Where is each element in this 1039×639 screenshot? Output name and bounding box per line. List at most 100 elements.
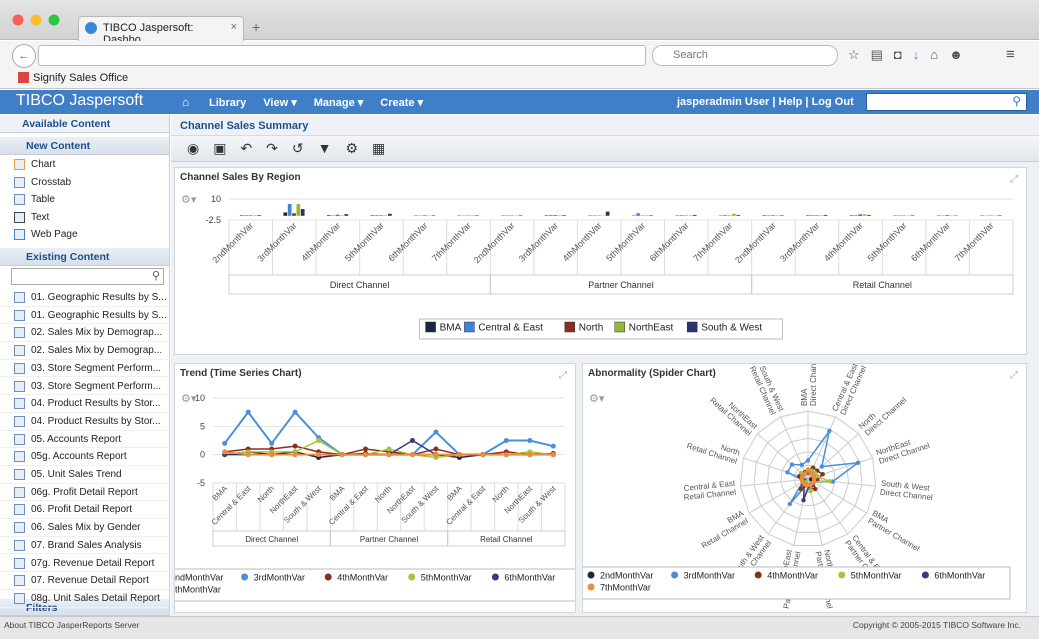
existing-content-item[interactable]: 07g. Revenue Detail Report xyxy=(0,555,168,573)
user-name[interactable]: jasperadmin User xyxy=(677,96,770,108)
existing-content-item[interactable]: 05. Accounts Report xyxy=(0,431,168,449)
dashboard-title-bar: Channel Sales Summary xyxy=(171,115,1039,136)
point xyxy=(480,452,486,458)
legend-box xyxy=(579,566,1011,600)
sidebar-title: Available Content xyxy=(0,115,169,133)
item-label: 02. Sales Mix by Demograp... xyxy=(31,327,163,339)
item-icon xyxy=(14,469,25,480)
bar xyxy=(383,215,388,216)
bar xyxy=(649,215,654,216)
existing-content-item[interactable]: 08g. Unit Sales Detail Report xyxy=(0,590,168,608)
browser-tab[interactable]: TIBCO Jaspersoft: Dashbo... × xyxy=(78,16,244,46)
item-icon xyxy=(14,292,25,303)
existing-content-item[interactable]: 05g. Accounts Report xyxy=(0,448,168,466)
new-content-item[interactable]: Web Page xyxy=(0,226,168,244)
logout-link[interactable]: Log Out xyxy=(811,96,854,108)
help-link[interactable]: Help xyxy=(778,96,803,108)
point xyxy=(316,452,322,458)
x-tick-label: 5thMonthVar xyxy=(343,220,386,263)
window-controls xyxy=(12,14,60,26)
app-header: TIBCO Jaspersoft ⌂ Library View ▾ Manage ▾… xyxy=(0,90,1039,114)
new-tab[interactable]: + xyxy=(252,19,261,35)
axis-label: BMADirect Channel xyxy=(800,364,818,406)
x-tick-label: 5thMonthVar xyxy=(604,220,647,263)
expand-icon[interactable]: ⤢ xyxy=(1010,174,1018,185)
y-tick-label: 5 xyxy=(200,421,205,431)
existing-content-item[interactable]: 06. Sales Mix by Gender xyxy=(0,519,168,537)
legend-label: Central & East xyxy=(478,323,543,334)
bar xyxy=(387,213,392,216)
bar xyxy=(775,215,780,216)
point xyxy=(339,452,345,458)
new-content-item[interactable]: Text xyxy=(0,209,168,227)
new-content-item[interactable]: Chart xyxy=(0,156,168,174)
existing-content-item[interactable]: 04. Product Results by Stor... xyxy=(0,413,168,431)
nav-item[interactable]: View ▾ xyxy=(263,97,297,109)
legend-swatch xyxy=(838,571,846,579)
existing-content-item[interactable]: 01. Geographic Results by S... xyxy=(0,307,168,325)
new-content-header[interactable]: New Content xyxy=(0,137,169,155)
legend-swatch xyxy=(491,573,499,581)
item-icon xyxy=(14,327,25,339)
existing-content-item[interactable]: 07. Revenue Detail Report xyxy=(0,572,168,590)
toolbar-buttons[interactable]: ◉▣↶↷↺▼⚙▦ xyxy=(187,140,400,156)
nav-item[interactable]: Manage ▾ xyxy=(313,97,364,109)
bar xyxy=(849,215,854,216)
existing-content-item[interactable]: 02. Sales Mix by Demograp... xyxy=(0,342,168,360)
new-content-item[interactable]: Crosstab xyxy=(0,174,168,192)
expand-icon[interactable]: ⤢ xyxy=(1010,370,1018,381)
axis-label: NorthRetail Channel xyxy=(686,433,742,466)
legend-swatch xyxy=(425,321,436,333)
sidebar: Available Content New Content Existing C… xyxy=(0,115,170,616)
point xyxy=(527,438,533,443)
content-search[interactable]: ⚲ xyxy=(11,268,164,285)
settings-icon[interactable]: ⚙▾ xyxy=(181,393,197,405)
existing-content-item[interactable]: 01. Geographic Results by S... xyxy=(0,289,168,307)
category-name: North xyxy=(822,549,835,570)
item-icon xyxy=(14,486,25,498)
item-label: 01. Geographic Results by S... xyxy=(31,309,167,321)
bar xyxy=(505,215,510,216)
existing-content-header[interactable]: Existing Content xyxy=(0,248,169,266)
nav-item[interactable]: Create ▾ xyxy=(380,97,424,109)
footer-right: Copyright © 2005-2015 TIBCO Software Inc… xyxy=(852,620,1021,630)
menu-button[interactable]: ≡ xyxy=(1006,46,1015,63)
legend-swatch xyxy=(754,571,762,579)
bookmark[interactable]: Signify Sales Office xyxy=(33,72,129,84)
header-search[interactable]: ⚲ xyxy=(866,93,1027,111)
existing-content-item[interactable]: 02. Sales Mix by Demograp... xyxy=(0,324,168,343)
point xyxy=(789,462,795,467)
settings-icon[interactable]: ⚙▾ xyxy=(589,393,605,405)
point xyxy=(805,467,811,472)
point xyxy=(245,409,251,415)
bar xyxy=(374,215,379,216)
new-content-item[interactable]: Table xyxy=(0,191,168,209)
point xyxy=(456,452,462,458)
existing-content-item[interactable]: 03. Store Segment Perform... xyxy=(0,378,168,396)
bar xyxy=(814,215,819,216)
chart-panel: ⤢ Abnormality (Spider Chart) ⚙▾ BMADirect C… xyxy=(579,353,1027,613)
home-icon[interactable]: ⌂ xyxy=(182,95,190,109)
existing-content-item[interactable]: 05. Unit Sales Trend xyxy=(0,466,168,484)
item-label: 05. Unit Sales Trend xyxy=(31,469,122,480)
settings-icon[interactable]: ⚙▾ xyxy=(181,194,197,206)
existing-content-item[interactable]: 04. Product Results by Stor... xyxy=(0,395,168,413)
url-field[interactable] xyxy=(38,45,646,66)
legend-label: 7thMonthVar xyxy=(600,583,651,593)
group-cell xyxy=(447,530,566,547)
chart: ⤢ Channel Sales By Region ⚙▾ -2.5 10 2ndMonth… xyxy=(180,172,1018,340)
axis-label: NorthEastRetail Channel xyxy=(708,389,760,438)
nav-item[interactable]: Library xyxy=(209,97,247,109)
existing-content-item[interactable]: 06g. Profit Detail Report xyxy=(0,484,168,502)
expand-icon[interactable]: ⤢ xyxy=(559,370,567,381)
existing-content-item[interactable]: 06. Profit Detail Report xyxy=(0,501,168,520)
x-tick-label: 6thMonthVar xyxy=(386,220,429,263)
bar xyxy=(692,214,697,216)
legend-label: 3rdMonthVar xyxy=(684,571,735,581)
search-field[interactable]: Search xyxy=(652,45,838,66)
existing-content-item[interactable]: 07. Brand Sales Analysis xyxy=(0,537,168,555)
item-icon xyxy=(14,194,25,206)
existing-content-item[interactable]: 03. Store Segment Perform... xyxy=(0,360,168,378)
back-button[interactable]: ← xyxy=(12,44,36,68)
x-tick-label: North xyxy=(491,484,511,504)
